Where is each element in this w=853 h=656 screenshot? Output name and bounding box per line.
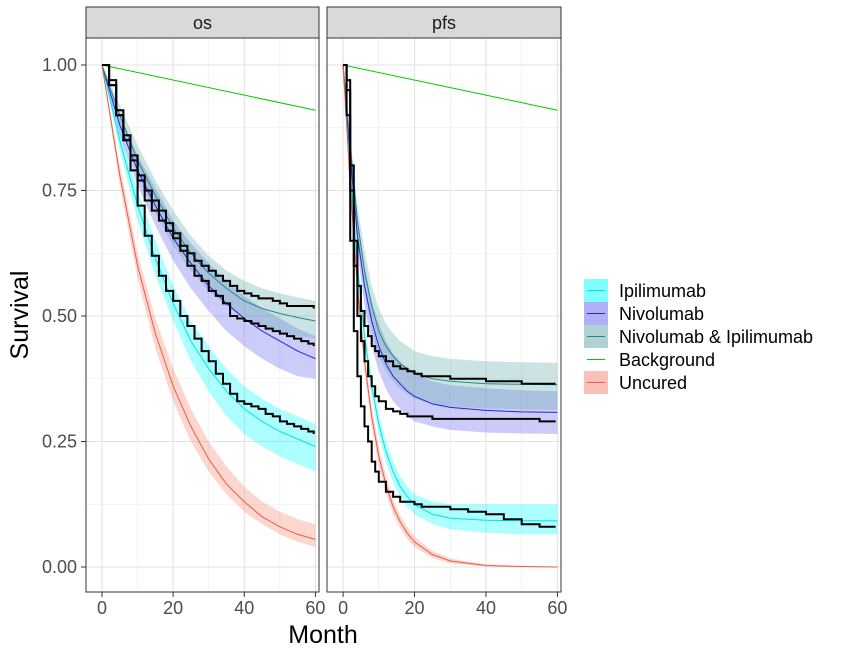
panel-os-title: os [193,13,212,33]
panel-pfs-border [326,37,562,593]
x-tick-label: 60 [305,598,325,618]
y-tick-label: 0.00 [42,557,77,577]
x-tick-label: 40 [476,598,496,618]
x-tick-label: 20 [405,598,425,618]
panel-os-km-curves [102,64,315,434]
legend-label-ipilimumab: Ipilimumab [619,281,706,301]
pfs-line-background [342,64,558,111]
pfs-km-curve-3 [343,64,556,528]
pfs-line-nivolumab-ipilimumab [342,64,558,386]
os-km-curve-3 [102,64,315,309]
x-axis: 0 20 40 60 0 20 40 60 [97,592,567,618]
panel-os-grid [86,38,319,592]
x-tick-label: 0 [97,598,107,618]
y-tick-label: 0.75 [42,181,77,201]
legend-label-background: Background [619,350,715,370]
os-km-curve-2 [102,64,315,347]
x-tick-label: 20 [163,598,183,618]
pfs-km-curve-2 [343,64,556,385]
panel-pfs-ribbons [343,65,558,567]
panel-os: os [85,6,320,593]
panel-pfs-strip [326,6,562,39]
legend-label-nivolumab-ipilimumab: Nivolumab & Ipilimumab [619,327,813,347]
os-km-curve-1 [102,64,315,434]
legend-label-nivolumab: Nivolumab [619,304,704,324]
pfs-km-curve-1 [343,64,556,423]
os-ribbon-nivolumab [102,65,316,379]
y-tick-label: 0.50 [42,306,77,326]
os-ribbon-uncured [102,65,316,547]
os-line-uncured [101,64,316,540]
y-axis: 0.00 0.25 0.50 0.75 1.00 [42,55,86,577]
panel-pfs-title: pfs [432,13,456,33]
x-tick-label: 60 [547,598,567,618]
os-ribbon-ipilimumab [102,65,316,472]
pfs-line-nivolumab [342,64,558,413]
x-axis-title: Month [288,621,357,649]
panel-os-strip [85,6,320,39]
y-tick-label: 0.25 [42,432,77,452]
os-line-background [101,64,316,111]
legend: Ipilimumab Nivolumab Nivolumab & Ipilimuma… [584,279,813,394]
panel-pfs-km-curves [343,64,556,528]
legend-label-uncured: Uncured [619,373,687,393]
panel-pfs: pfs [326,6,562,593]
panel-os-border [85,37,320,593]
panel-pfs-grid [327,38,561,592]
x-tick-label: 40 [234,598,254,618]
y-axis-title: Survival [6,271,34,360]
pfs-ribbon-nivolumab-ipilimumab [343,65,558,410]
pfs-ribbon-nivolumab [343,65,558,434]
x-tick-label: 0 [338,598,348,618]
y-tick-label: 1.00 [42,55,77,75]
